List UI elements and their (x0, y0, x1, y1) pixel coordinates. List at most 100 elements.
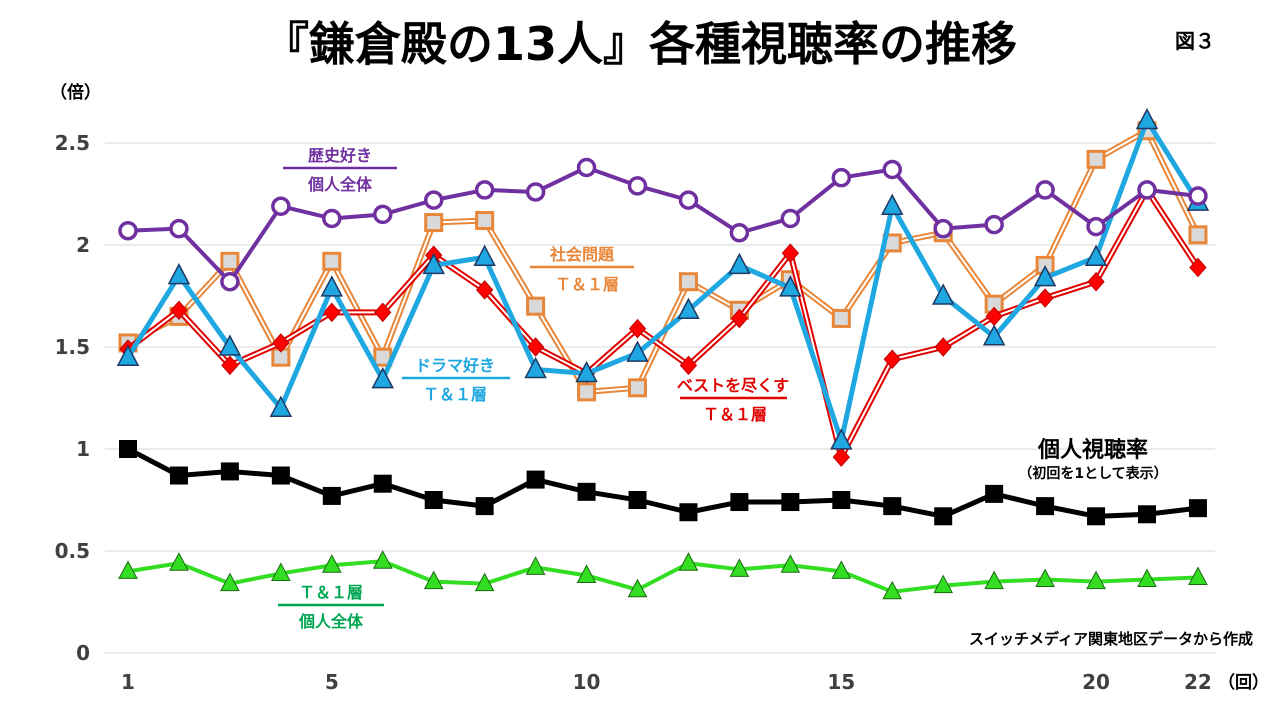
data-point (1036, 497, 1055, 516)
data-point (730, 308, 749, 329)
data-point (1137, 180, 1157, 200)
data-point (678, 552, 699, 571)
data-point (781, 243, 800, 263)
data-point (933, 218, 953, 239)
data-point (474, 180, 495, 200)
data-point (728, 252, 751, 275)
data-point (830, 428, 853, 450)
legend-social-line2: Ｔ＆１層 (555, 275, 619, 294)
data-point (931, 283, 955, 305)
data-point (679, 503, 698, 522)
data-point (525, 556, 546, 575)
legend-best-line1: ベストを尽くす (677, 376, 789, 395)
legend-best-line2: Ｔ＆１層 (703, 405, 767, 424)
data-point (475, 211, 495, 231)
data-point (271, 466, 290, 485)
data-point (371, 367, 394, 389)
data-point (831, 167, 852, 188)
data-point (1036, 288, 1054, 308)
data-point (220, 251, 240, 271)
data-point (118, 220, 138, 241)
data-point (170, 300, 188, 321)
legend-drama-line2: Ｔ＆１層 (423, 385, 487, 404)
legend-label-t1: Ｔ＆１層 個人全体 (278, 583, 384, 631)
data-point (220, 572, 240, 592)
data-point (221, 355, 239, 376)
data-point (881, 193, 904, 215)
data-point (220, 462, 239, 481)
chart-title: 『鎌倉殿の13人』各種視聴率の推移 (263, 17, 1017, 71)
data-point (832, 447, 850, 467)
legend-t1-line1: Ｔ＆１層 (299, 583, 363, 602)
legend-label-social: 社会問題 Ｔ＆１層 (530, 245, 634, 294)
data-point (1035, 180, 1055, 200)
data-point (323, 302, 341, 323)
data-point (934, 507, 953, 526)
data-point (1086, 149, 1106, 169)
data-point (831, 560, 852, 579)
data-point (678, 272, 698, 292)
legend-history-line1: 歴史好き (308, 146, 372, 165)
series-group (116, 107, 1210, 600)
series-1 (119, 180, 1207, 467)
data-point (422, 252, 445, 275)
data-point (269, 395, 293, 417)
data-point (218, 334, 242, 356)
data-point (677, 297, 700, 320)
data-point (372, 550, 393, 569)
data-point (1188, 225, 1208, 245)
data-point (169, 466, 188, 485)
data-point (984, 214, 1004, 235)
data-point (678, 190, 699, 210)
data-point (424, 491, 443, 509)
data-point (982, 324, 1006, 346)
data-point (271, 196, 291, 216)
data-point (627, 176, 648, 196)
legend-label-personal: 個人視聴率 （初回を1として表示） (1018, 437, 1167, 482)
x-tick-label: 10 (573, 670, 601, 694)
legend-social-line1: 社会問題 (549, 245, 615, 264)
x-tick-label: 20 (1082, 670, 1110, 694)
legend-history-line2: 個人全体 (307, 175, 373, 194)
data-point (474, 572, 495, 592)
data-point (729, 223, 750, 243)
data-point (526, 470, 545, 489)
data-point (1188, 499, 1207, 518)
data-point (679, 355, 698, 376)
data-point (373, 474, 392, 493)
series-5 (118, 550, 1208, 600)
data-point (779, 275, 802, 297)
data-point (322, 251, 342, 271)
legend-t1-line2: 個人全体 (298, 612, 364, 631)
data-point (169, 552, 189, 571)
y-tick-label: 0 (76, 641, 90, 665)
data-point (577, 382, 597, 402)
legend-label-history: 歴史好き 個人全体 (283, 146, 397, 194)
data-point (883, 349, 901, 369)
data-point (1086, 216, 1106, 237)
y-tick-label: 0.5 (55, 539, 90, 563)
data-point (832, 491, 851, 509)
series-line (126, 446, 1199, 519)
data-point (220, 271, 240, 292)
data-point (984, 570, 1004, 590)
data-point (628, 318, 647, 339)
data-point (475, 497, 494, 516)
data-point (1084, 244, 1108, 266)
y-tick-label: 1.5 (55, 335, 90, 359)
data-point (1188, 186, 1208, 206)
x-axis-unit: （回） (1218, 672, 1269, 693)
data-point (1087, 507, 1106, 526)
data-point (320, 275, 344, 297)
series-4 (119, 440, 1207, 526)
data-point (1035, 568, 1055, 588)
x-tick-label: 5 (325, 670, 339, 694)
x-tick-label: 1 (121, 670, 135, 694)
data-point (780, 554, 801, 573)
data-point (831, 308, 851, 328)
legend-label-best: ベストを尽くす Ｔ＆１層 (677, 376, 789, 424)
data-point (627, 578, 648, 598)
series-line (127, 165, 1199, 284)
data-point (1138, 505, 1156, 524)
